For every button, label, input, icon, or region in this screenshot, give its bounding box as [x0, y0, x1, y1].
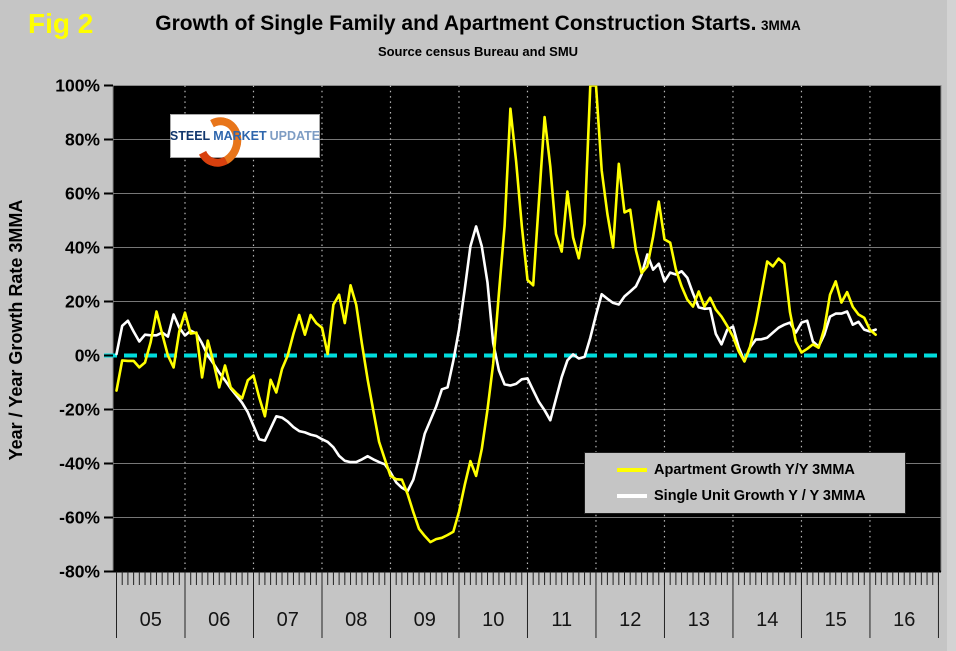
svg-text:-60%: -60% [59, 508, 100, 528]
y-axis-title: Year / Year Growth Rate 3MMA [6, 199, 26, 461]
svg-text:100%: 100% [55, 76, 100, 96]
svg-text:80%: 80% [65, 130, 100, 150]
logo-word-market: MARKET [213, 129, 267, 143]
svg-text:14: 14 [756, 609, 778, 631]
svg-text:08: 08 [345, 609, 367, 631]
svg-text:20%: 20% [65, 292, 100, 312]
chart-title-suffix: 3MMA [760, 18, 801, 33]
svg-text:16: 16 [893, 609, 915, 631]
right-margin-strip [947, 0, 956, 651]
svg-text:09: 09 [414, 609, 436, 631]
legend-item-single-unit: Single Unit Growth Y / Y 3MMA [617, 488, 905, 504]
logo-text: STEEL MARKET UPDATE [169, 115, 321, 157]
chart-subtitle: Source census Bureau and SMU [377, 44, 579, 59]
svg-text:-20%: -20% [59, 400, 100, 420]
single-unit-line-swatch [617, 493, 647, 498]
logo-word-update: UPDATE [269, 129, 321, 143]
svg-text:10: 10 [482, 609, 504, 631]
legend-label-single-unit: Single Unit Growth Y / Y 3MMA [654, 487, 866, 504]
apartment-line-swatch [617, 468, 647, 473]
logo-word-steel: STEEL [169, 129, 211, 143]
svg-text:60%: 60% [65, 184, 100, 204]
legend: Apartment Growth Y/Y 3MMA Single Unit Gr… [584, 452, 906, 514]
svg-text:13: 13 [688, 609, 710, 631]
svg-text:05: 05 [140, 609, 162, 631]
svg-text:07: 07 [277, 609, 299, 631]
legend-item-apartment: Apartment Growth Y/Y 3MMA [617, 462, 905, 478]
steel-market-update-logo: STEEL MARKET UPDATE [169, 111, 321, 173]
legend-label-apartment: Apartment Growth Y/Y 3MMA [654, 462, 855, 479]
svg-text:11: 11 [551, 609, 572, 631]
svg-text:40%: 40% [65, 238, 100, 258]
svg-text:-80%: -80% [59, 562, 100, 582]
figure-label: Fig 2 [28, 8, 94, 39]
svg-text:15: 15 [825, 609, 847, 631]
chart-title-text: Growth of Single Family and Apartment Co… [155, 12, 757, 35]
svg-text:06: 06 [208, 609, 230, 631]
svg-text:12: 12 [619, 609, 641, 631]
chart-title: Growth of Single Family and Apartment Co… [0, 12, 956, 36]
svg-text:-40%: -40% [59, 454, 100, 474]
svg-text:0%: 0% [75, 346, 101, 366]
